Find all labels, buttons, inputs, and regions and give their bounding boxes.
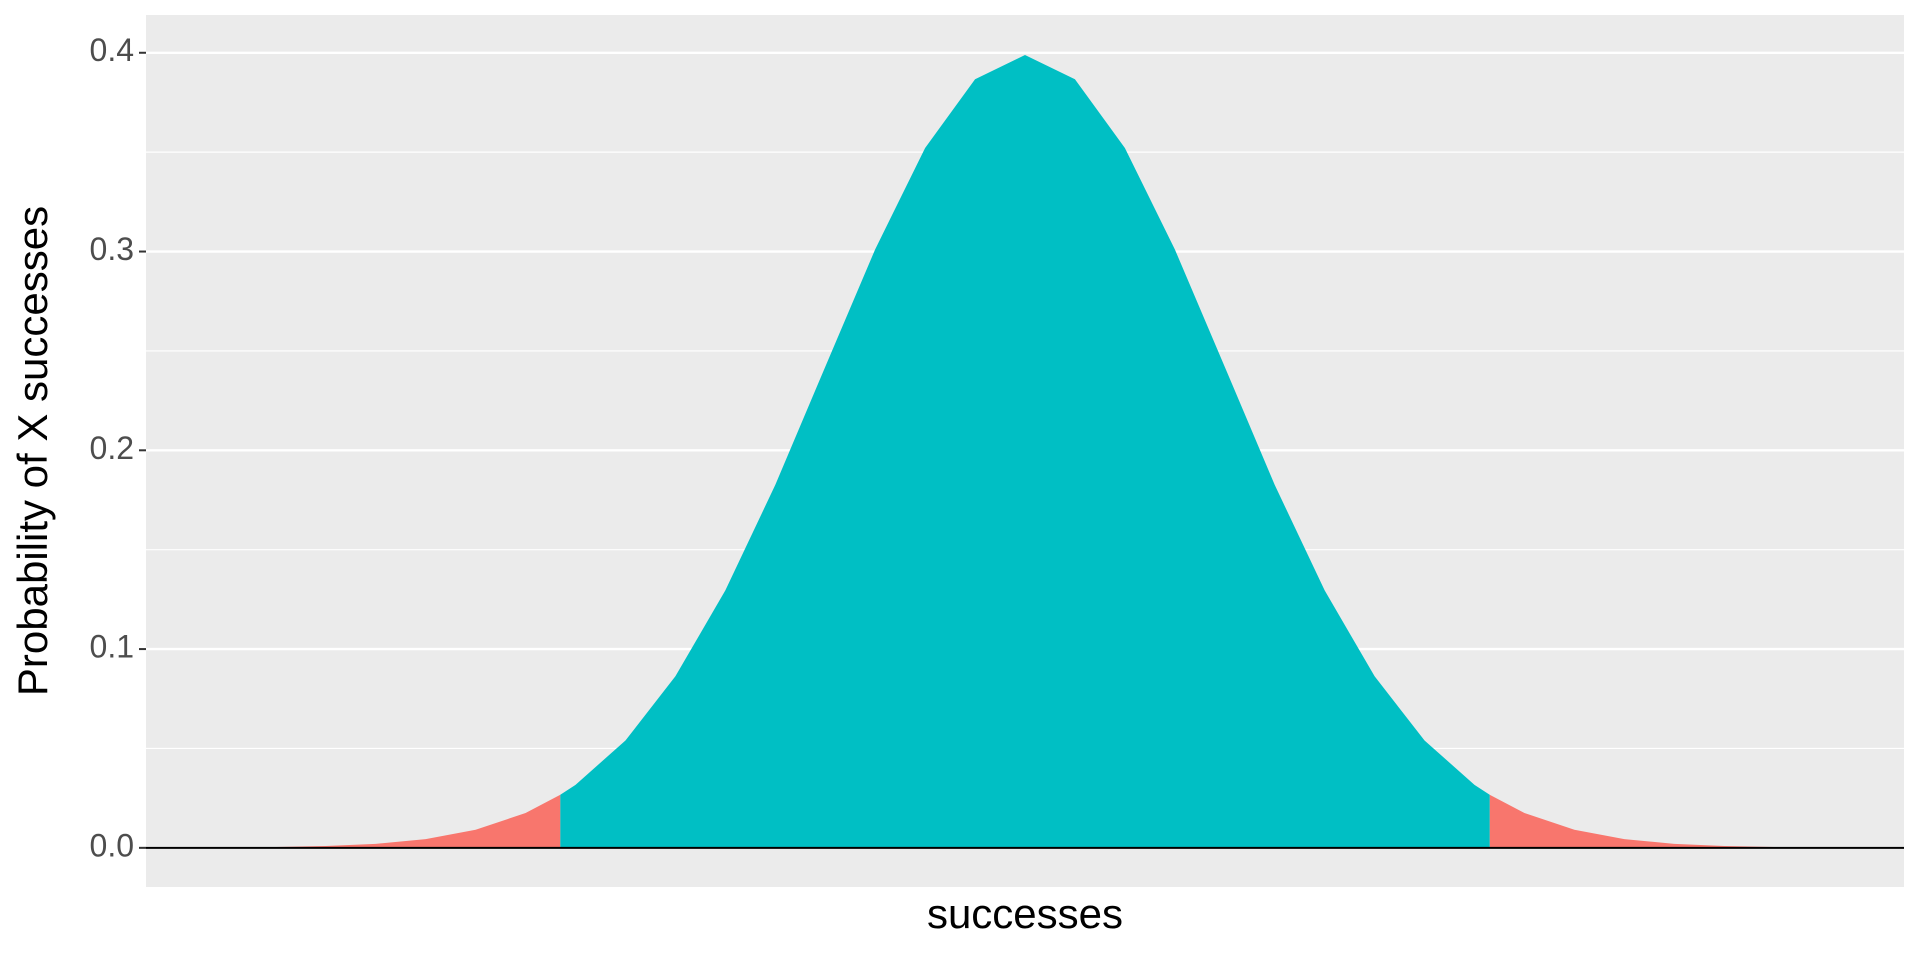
y-tick-label: 0.2: [90, 430, 134, 466]
y-axis-title: Probability of X successes: [9, 206, 56, 696]
area: [225, 794, 561, 848]
area: [560, 54, 1490, 848]
area: [1489, 794, 1825, 848]
y-tick-label: 0.4: [90, 32, 134, 68]
y-tick-label: 0.1: [90, 629, 134, 665]
y-tick-label: 0.3: [90, 231, 134, 267]
y-tick-label: 0.0: [90, 827, 134, 863]
x-axis-title: successes: [927, 890, 1123, 937]
